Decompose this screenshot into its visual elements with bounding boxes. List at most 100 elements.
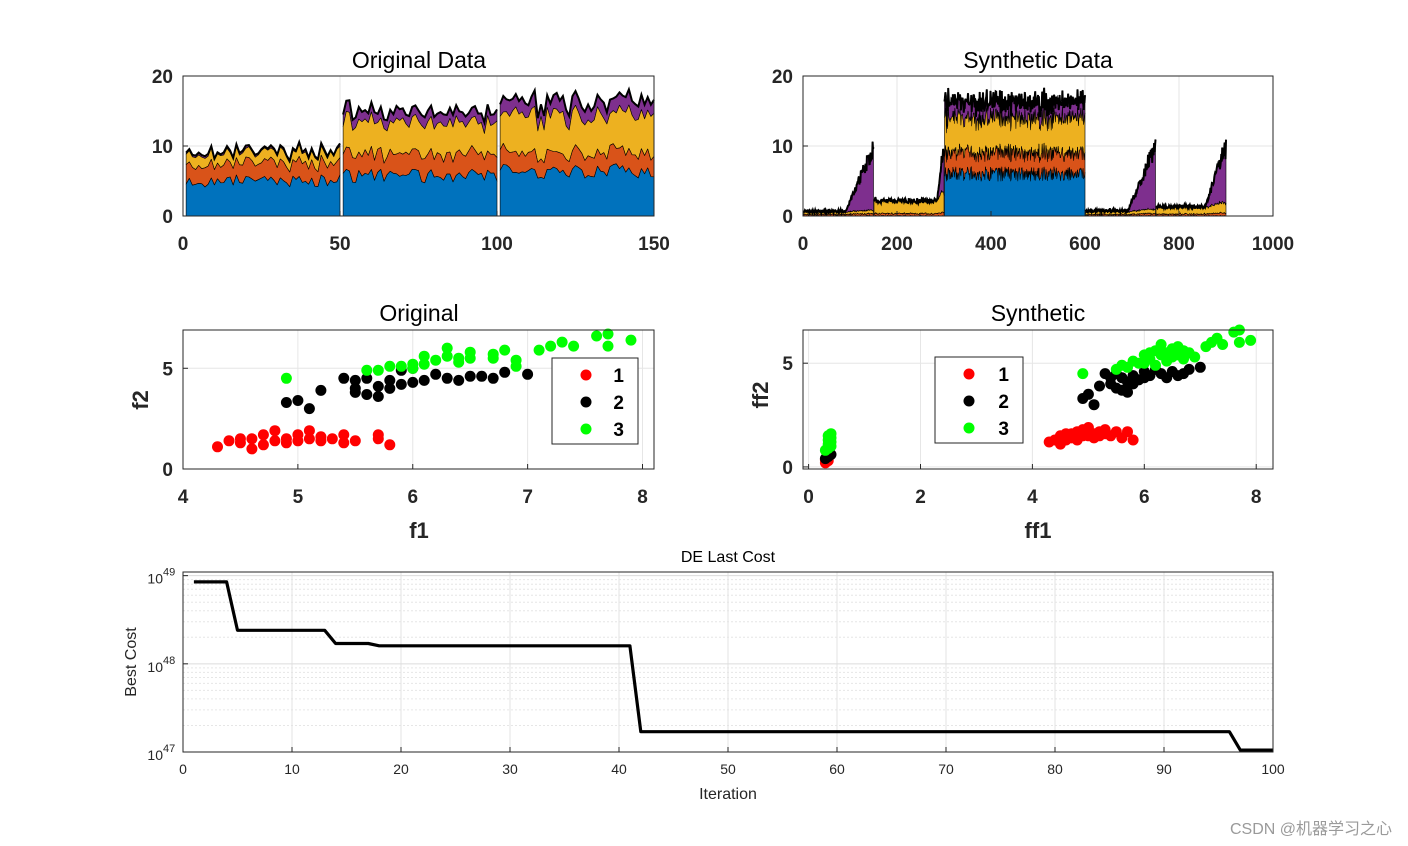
scatter-point-class-3 [568,340,580,352]
scatter-point-class-1 [315,435,327,447]
y-tick-label: 0 [782,207,793,228]
scatter-point-class-3 [1172,341,1184,353]
panel-title: Original [379,300,458,326]
scatter-point-class-1 [234,433,246,445]
scatter-point-class-3 [487,352,499,364]
scatter-point-class-3 [602,340,614,352]
scatter-point-class-1 [338,429,350,441]
scatter-point-class-1 [1122,426,1133,438]
scatter-point-class-1 [223,435,235,447]
x-tick-label: 0 [179,761,187,777]
scatter-point-class-2 [303,403,315,415]
x-axis-label: Iteration [699,786,757,803]
area-top-edge [873,148,945,207]
x-tick-label: 70 [938,761,954,777]
x-tick-label: 6 [1139,487,1150,508]
y-tick-label-base: 10 [147,571,163,587]
scatter-point-class-3 [1233,336,1245,348]
scatter-point-class-1 [257,429,269,441]
y-tick-label: 20 [152,67,173,88]
scatter-point-class-1 [1082,426,1094,438]
scatter-point-class-2 [384,382,396,394]
x-tick-label: 10 [284,761,300,777]
scatter-point-class-2 [395,378,407,390]
y-tick-label-exponent: 48 [163,655,175,667]
x-tick-label: 5 [293,487,304,508]
scatter-point-class-2 [430,368,442,380]
x-tick-label: 200 [881,234,913,255]
scatter-point-class-1 [372,433,384,445]
scatter-point-class-3 [430,354,442,366]
panel-original-scatter: Original 4 5 6 7 8 0 5 f1 f2 1 2 3 [128,300,655,543]
x-tick-label: 6 [407,487,418,508]
legend-marker-3 [580,423,592,435]
x-tick-label: 60 [829,761,845,777]
y-tick-label-base: 10 [147,659,163,675]
scatter-point-class-1 [269,425,281,437]
y-tick-label: 0 [162,207,173,228]
legend-label: 3 [613,420,624,441]
x-tick-label: 0 [798,234,809,255]
scatter-point-class-3 [1217,339,1229,350]
scatter-point-class-3 [372,364,384,376]
scatter-point-class-2 [372,380,384,392]
scatter-point-class-1 [303,433,315,445]
legend-label: 1 [613,366,624,387]
x-tick-label: 2 [915,487,926,508]
y-tick-label: 5 [782,354,793,375]
scatter-point-class-2 [361,372,373,384]
scatter-point-class-2 [1088,399,1100,411]
area-top-edge [499,86,655,120]
scatter-point-class-1 [257,439,269,451]
x-tick-label: 600 [1069,234,1101,255]
scatter-point-class-1 [280,437,292,449]
scatter-point-class-2 [418,374,430,386]
scatter-point-class-2 [1183,363,1195,375]
scatter-point-class-3 [1155,339,1167,350]
x-tick-label: 100 [481,234,513,255]
scatter-point-class-3 [1077,368,1089,380]
scatter-point-class-3 [545,340,557,352]
x-tick-label: 1000 [1252,234,1294,255]
scatter-point-class-3 [407,358,419,370]
scatter-point-class-2 [453,374,465,386]
scatter-point-class-3 [441,342,453,354]
scatter-point-class-2 [1105,372,1117,384]
legend-marker-1 [580,369,592,381]
scatter-point-class-3 [1144,347,1156,359]
scatter-point-class-3 [602,328,614,340]
scatter-point-class-2 [1127,378,1139,390]
x-tick-label: 100 [1261,761,1285,777]
legend-marker-2 [963,395,975,407]
scatter-point-class-1 [1127,434,1139,446]
area-top-edge [342,98,498,127]
scatter-point-class-1 [1060,428,1072,440]
scatter-point-class-2 [384,374,396,386]
area-top-edge [185,138,341,163]
y-tick-label: 0 [782,458,793,479]
x-tick-label: 8 [1251,487,1262,508]
scatter-point-class-3 [453,356,465,368]
scatter-point-class-1 [326,433,338,445]
x-tick-label: 150 [638,234,670,255]
scatter-point-class-2 [522,368,534,380]
scatter-point-class-3 [441,350,453,362]
area-layer-1 [342,169,498,217]
axes-box [802,75,1274,217]
x-tick-label: 4 [1027,487,1038,508]
legend-marker-1 [963,368,975,380]
y-tick-label: 10 [772,137,793,158]
y-tick-label-exponent: 47 [163,743,175,755]
scatter-point-class-2 [441,372,453,384]
legend: 1 2 3 [551,357,639,445]
scatter-point-class-3 [395,360,407,372]
scatter-point-class-3 [418,358,430,370]
legend-label: 1 [998,365,1009,386]
scatter-point-class-1 [212,441,223,453]
scatter-point-class-2 [315,384,327,396]
x-tick-label: 0 [178,234,189,255]
scatter-point-class-2 [407,376,419,388]
y-tick-label: 0 [162,460,173,481]
panel-synthetic-data: Synthetic Data 0 200 400 600 800 1000 0 10 20 [772,47,1294,255]
